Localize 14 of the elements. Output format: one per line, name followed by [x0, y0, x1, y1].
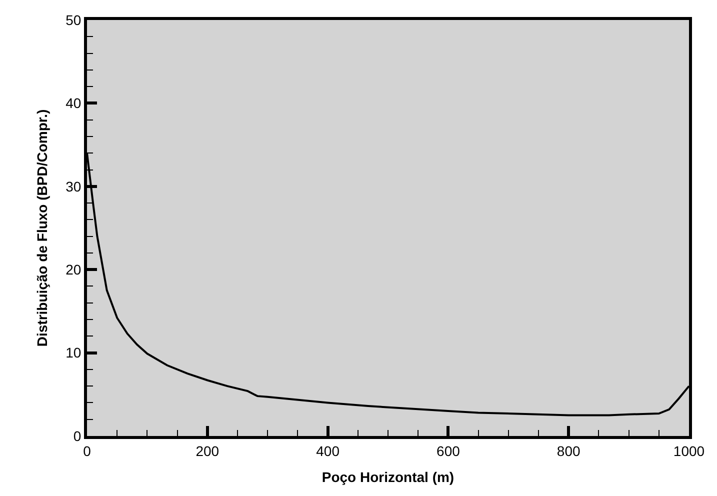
y-tick-label: 40 — [66, 95, 82, 112]
y-tick-label: 20 — [66, 262, 82, 278]
x-tick-label: 0 — [83, 442, 92, 459]
x-tick-label: 400 — [316, 442, 340, 459]
y-tick-label: 10 — [66, 344, 82, 361]
y-tick-label: 0 — [73, 428, 82, 444]
x-tick-label: 1000 — [673, 442, 705, 459]
x-tick-label: 800 — [556, 442, 580, 459]
x-tick-label: 600 — [436, 442, 460, 459]
y-axis-title: Distribuição de Fluxo (BPD/Compr.) — [34, 109, 50, 347]
y-tick-label: 50 — [66, 12, 82, 28]
y-tick-label: 30 — [66, 178, 82, 194]
x-tick-label: 200 — [196, 442, 220, 459]
x-axis-title: Poço Horizontal (m) — [322, 469, 454, 486]
